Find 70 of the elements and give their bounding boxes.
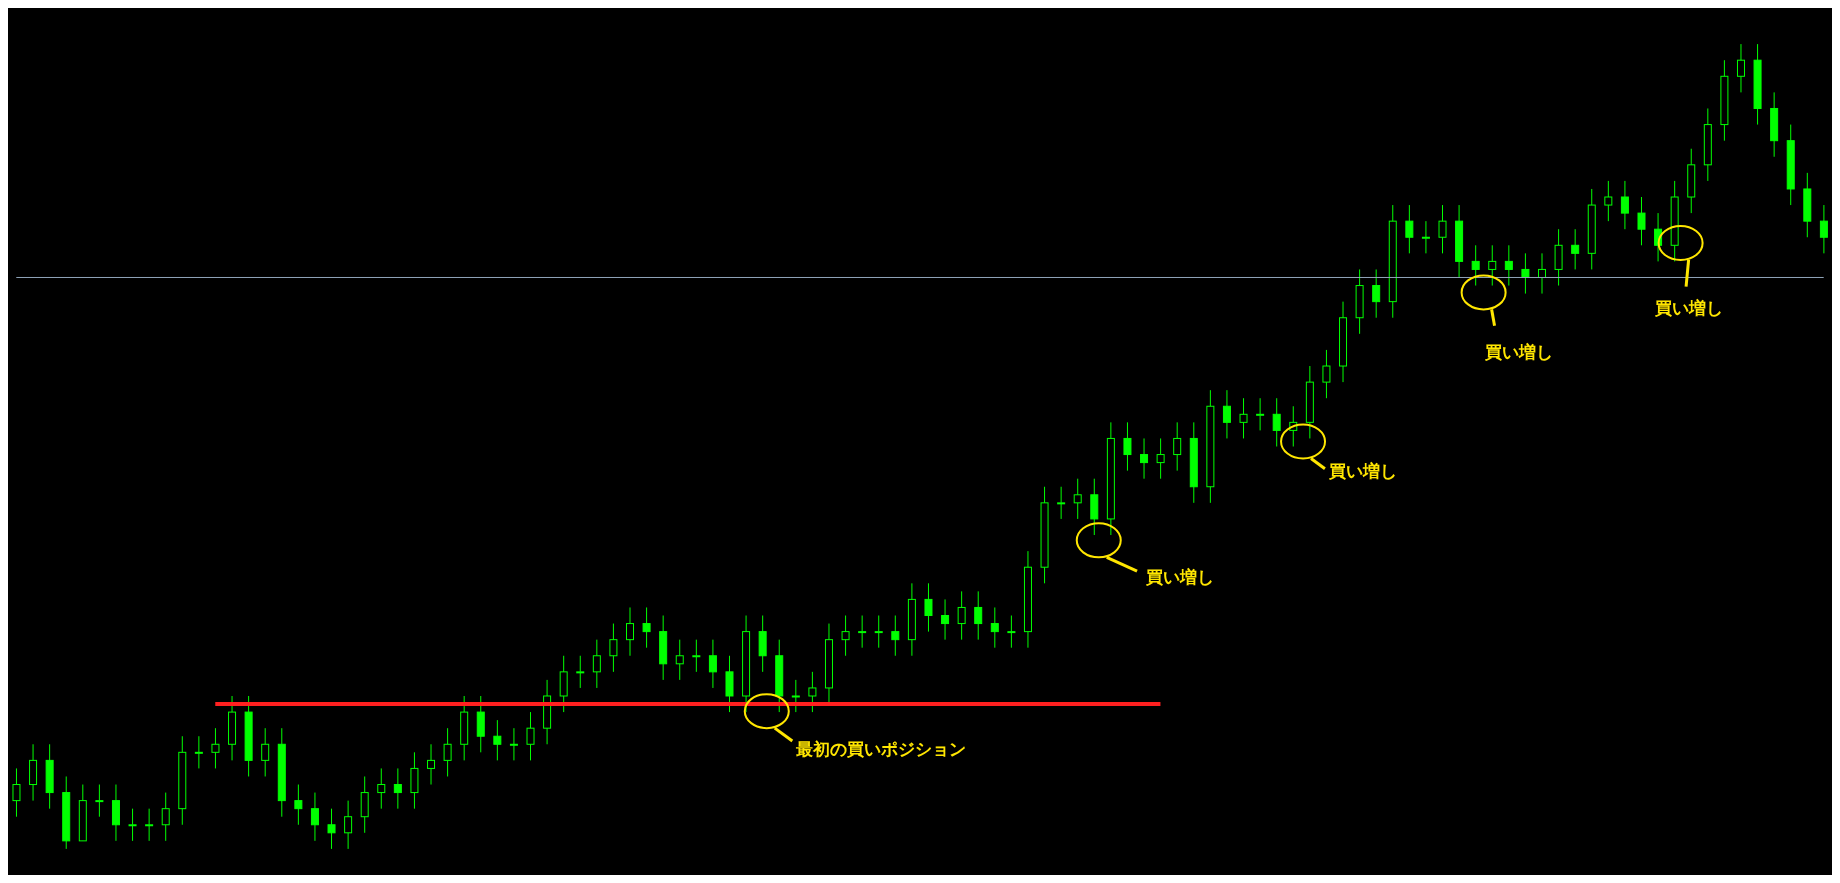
candlestick [626, 606, 634, 657]
candlestick [194, 735, 203, 769]
candlestick [294, 784, 303, 826]
candlestick [377, 767, 386, 810]
candlestick [1222, 389, 1231, 439]
candlestick [924, 582, 933, 633]
candlestick [261, 727, 270, 777]
candlestick [1173, 421, 1182, 472]
candlestick [941, 598, 950, 641]
annotation: 買い増し [1485, 341, 1554, 365]
candlestick [957, 590, 966, 641]
candlestick [95, 784, 104, 818]
candlestick [161, 792, 170, 842]
candlestick [145, 808, 154, 842]
candlestick [310, 792, 319, 842]
candlestick [1438, 204, 1447, 254]
candlestick [791, 679, 800, 713]
candlestick [1007, 615, 1016, 649]
candlestick [327, 808, 336, 850]
candlestick [1488, 244, 1497, 287]
candlestick [708, 639, 717, 689]
annotation: 最初の買いポジション [795, 737, 966, 761]
candlestick [891, 615, 900, 657]
candlestick [1736, 43, 1745, 93]
candlestick [427, 743, 436, 786]
candlestick [841, 615, 850, 657]
candlestick [990, 606, 999, 649]
candlestick [1123, 421, 1132, 472]
candlestick [128, 808, 137, 842]
candlestick [509, 727, 518, 761]
candlestick [493, 719, 502, 761]
candlestick [1272, 397, 1281, 447]
candlestick [12, 767, 21, 818]
candlestick [808, 671, 817, 713]
candlestick [1819, 204, 1828, 254]
candlestick [576, 655, 585, 689]
candlestick [675, 639, 684, 681]
candlestick [692, 639, 701, 673]
candlestick [211, 727, 220, 769]
candlestick [1471, 244, 1480, 287]
candlestick [1256, 397, 1265, 431]
candlestick [1521, 252, 1530, 295]
annotation: 買い増し [1655, 297, 1724, 321]
candlestick [1604, 180, 1613, 222]
candlestick [874, 615, 883, 649]
candlestick [1504, 244, 1513, 287]
candlestick [1057, 486, 1066, 520]
candlestick [1239, 397, 1248, 439]
candlestick [1372, 268, 1381, 319]
candlestick [609, 623, 618, 673]
candlestick [1322, 349, 1331, 399]
candlestick [526, 711, 535, 761]
candlestick [1421, 220, 1430, 254]
candlestick [858, 615, 867, 649]
candlestick [1620, 180, 1629, 230]
annotation: 買い増し [1328, 460, 1397, 484]
candlestick [393, 767, 402, 810]
candlestick [1637, 196, 1646, 246]
candlestick [1405, 204, 1414, 254]
candlestick [1571, 228, 1580, 270]
annotation: 買い増し [1146, 566, 1215, 589]
candlestick [974, 590, 983, 641]
candlestick [1156, 437, 1165, 480]
candlestick [344, 800, 353, 850]
candlestick [1073, 478, 1082, 520]
candlestick [642, 606, 651, 649]
candlestick [443, 727, 452, 777]
candlestick [1140, 437, 1149, 480]
candlestick [592, 639, 601, 689]
candlestick [1538, 252, 1546, 295]
